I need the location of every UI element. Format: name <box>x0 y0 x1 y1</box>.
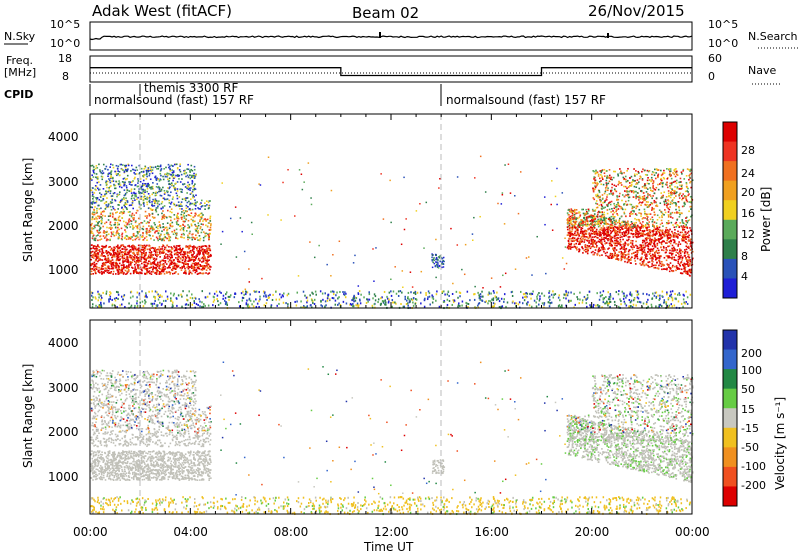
vel-cbar-tick-100: 100 <box>741 364 762 377</box>
freq-right-label: Nave <box>748 64 776 77</box>
power-panel: 1000 2000 3000 4000 Slant Range [km] 24 … <box>21 113 773 310</box>
x-tick-label: 20:00 <box>575 525 610 539</box>
power-cbar-tick-4: 4 <box>741 270 748 283</box>
x-tick-label: 12:00 <box>374 525 409 539</box>
power-ytick-3000: 3000 <box>48 175 79 189</box>
power-cbar-tick-16: 16 <box>741 207 755 220</box>
power-ytick-1000: 1000 <box>48 263 79 277</box>
velocity-ytick-1000: 1000 <box>48 470 79 484</box>
power-cbar-tick-24: 24 <box>741 167 755 180</box>
x-axis-label: Time UT <box>363 540 414 554</box>
cpid-segment-2: themis 3300 RF <box>144 81 238 95</box>
power-cbar-tick-20: 20 <box>741 186 755 199</box>
cpid-segment-1: normalsound (fast) 157 RF <box>94 93 254 107</box>
x-tick-label: 04:00 <box>173 525 208 539</box>
power-cbar-tick-28: 28 <box>741 144 755 157</box>
freq-panel: Freq. [MHz] 18 8 60 0 Nave <box>4 52 780 85</box>
noise-panel: N.Sky 10^5 10^0 10^5 10^0 N.Search <box>4 18 798 51</box>
title-left: Adak West (fitACF) <box>92 2 232 20</box>
power-ylabel: Slant Range [km] <box>21 158 35 262</box>
vel-cbar-tick-50: 50 <box>741 383 755 396</box>
x-tick-label: 00:00 <box>73 525 108 539</box>
title-center: Beam 02 <box>352 4 419 22</box>
vel-cbar-tick-15: 15 <box>741 403 755 416</box>
freq-left-unit: [MHz] <box>4 66 36 79</box>
title-right: 26/Nov/2015 <box>588 2 685 20</box>
velocity-ytick-2000: 2000 <box>48 425 79 439</box>
x-axis: 00:00 04:00 08:00 12:00 16:00 20:00 00:00 Time… <box>73 525 710 554</box>
noise-trace <box>89 32 693 41</box>
velocity-scatter <box>90 361 694 516</box>
velocity-colorbar <box>723 330 737 507</box>
noise-left-label: N.Sky <box>4 30 36 43</box>
freq-left-tick-top: 18 <box>58 52 72 65</box>
power-colorbar <box>723 122 737 299</box>
velocity-ylabel: Slant Range [km] <box>21 364 35 468</box>
cpid-label: CPID <box>4 88 33 101</box>
freq-left-label: Freq. <box>6 54 33 67</box>
x-tick-label: 16:00 <box>474 525 509 539</box>
vel-cbar-tick-200: 200 <box>741 347 762 360</box>
vel-cbar-tick-m200: -200 <box>741 479 766 492</box>
cpid-segment-3: normalsound (fast) 157 RF <box>446 93 606 107</box>
x-tick-label: 08:00 <box>274 525 309 539</box>
noise-left-tick-bottom: 10^0 <box>50 37 80 50</box>
noise-right-tick-bottom: 10^0 <box>708 37 738 50</box>
power-cbar-label: Power [dB] <box>759 187 773 252</box>
vel-cbar-tick-m15: -15 <box>741 422 759 435</box>
x-tick-label: 00:00 <box>675 525 710 539</box>
power-cbar-tick-12: 12 <box>741 228 755 241</box>
noise-right-label: N.Search <box>748 30 798 43</box>
velocity-panel: 1000 2000 3000 4000 Slant Range [km] 200… <box>21 319 787 516</box>
noise-left-tick-top: 10^5 <box>50 18 80 31</box>
freq-right-tick-bottom: 0 <box>708 70 715 83</box>
freq-left-tick-bottom: 8 <box>62 70 69 83</box>
cpid-panel: CPID themis 3300 RF normalsound (fast) 1… <box>4 81 606 107</box>
power-scatter <box>90 155 694 310</box>
freq-frame <box>89 55 693 83</box>
noise-right-tick-top: 10^5 <box>708 18 738 31</box>
power-ytick-2000: 2000 <box>48 219 79 233</box>
freq-right-tick-top: 60 <box>708 52 722 65</box>
velocity-cbar-label: Velocity [m s⁻¹] <box>773 397 787 490</box>
velocity-ytick-4000: 4000 <box>48 336 79 350</box>
vel-cbar-tick-m100: -100 <box>741 460 766 473</box>
vel-cbar-tick-m50: -50 <box>741 441 759 454</box>
power-cbar-tick-8: 8 <box>741 250 748 263</box>
freq-trace <box>90 67 692 77</box>
power-ytick-4000: 4000 <box>48 130 79 144</box>
velocity-ytick-3000: 3000 <box>48 381 79 395</box>
